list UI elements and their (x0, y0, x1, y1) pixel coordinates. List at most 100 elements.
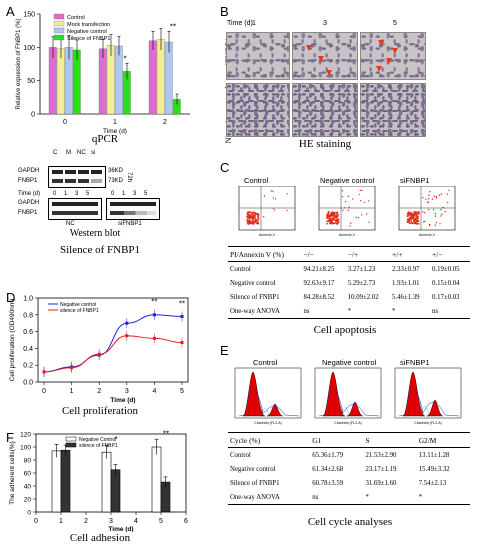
w-tick: 1 (122, 191, 126, 197)
event-dot (336, 219, 339, 222)
event-dot (350, 222, 352, 224)
event-dot (426, 201, 429, 203)
bar (60, 449, 71, 513)
event-dot (361, 189, 363, 192)
legend-label: Negative control (60, 302, 96, 308)
x-tick-label: 5 (180, 388, 184, 395)
event-dot (361, 214, 363, 216)
legend-label: Negative Control (79, 437, 116, 443)
event-dot (432, 208, 435, 211)
event-dot (407, 214, 410, 217)
event-dot (263, 195, 266, 197)
event-dot (327, 211, 330, 214)
y-tick-label: 0 (27, 510, 31, 517)
event-dot (440, 208, 442, 211)
x-tick-label: 5 (159, 518, 163, 525)
s-phase (420, 405, 430, 417)
event-dot (438, 194, 441, 196)
y-tick-label: 100 (20, 445, 31, 452)
table-cell: 3.27±1.23 (347, 265, 376, 273)
legend-label: silence of FNBP1 (60, 308, 99, 314)
event-dot (417, 213, 420, 216)
event-dot (433, 195, 436, 198)
event-dot (414, 217, 417, 220)
qpcr-caption: qPCR (91, 133, 119, 145)
table-cell: 60.78±3.59 (312, 479, 344, 487)
y-axis-label: Relative expression of FNBP1 (%) (16, 18, 22, 109)
bar (156, 39, 165, 115)
adhesion-chart: 0 20 40 60 80 100 120 0 1 2 3 4 5 6 The adherent cells… (9, 430, 188, 532)
arrow-marker (392, 48, 398, 54)
table-cell: Negative control (230, 279, 276, 287)
apop-header-cell: +/+ (390, 246, 430, 262)
bar (51, 450, 62, 513)
event-dot (428, 223, 431, 226)
table-cell: * (416, 490, 470, 505)
y-tick-label: 80 (24, 458, 32, 465)
bar (110, 469, 121, 513)
panel-letter-f: F (6, 430, 14, 445)
event-dot (413, 211, 415, 213)
event-dot (407, 211, 410, 214)
event-dot (414, 212, 417, 215)
event-dot (411, 214, 414, 217)
event-dot (286, 193, 288, 195)
event-dot (446, 201, 449, 204)
he-time-1: 1 (252, 20, 256, 27)
event-dot (262, 215, 265, 218)
event-dot (336, 216, 339, 218)
table-cell: 92.63±9.17 (303, 279, 335, 287)
legend-swatch (65, 436, 77, 442)
x-tick-label: 4 (152, 388, 156, 395)
cycle-title-control: Control (253, 358, 278, 367)
event-dot (329, 215, 332, 218)
event-dot (251, 212, 254, 214)
apoptosis-table: PI/Annexin V (%) −/− −/+ +/+ +/− Control 94.2… (228, 246, 470, 319)
g1-peak (242, 371, 266, 417)
event-dot (326, 222, 328, 225)
cycle-header-cell: G2/M (416, 432, 470, 448)
event-dot (415, 219, 418, 222)
band (52, 170, 102, 174)
blot-box-nc (48, 198, 102, 220)
x-tick-label: 0 (42, 388, 46, 395)
w-tick: 5 (86, 191, 90, 197)
event-dot (255, 222, 258, 224)
table-cell: * (390, 304, 430, 319)
event-dot (326, 220, 329, 223)
table-row: Negative control 92.63±9.17 5.29±2.73 1.93±… (228, 276, 470, 290)
event-dot (440, 215, 442, 217)
table-cell: 0.19±0.05 (432, 265, 460, 273)
event-dot (270, 190, 272, 192)
y-axis-label: The adherent cells(%) (9, 441, 16, 505)
event-dot (349, 225, 351, 227)
x-tick-label: 1 (59, 518, 63, 525)
table-cell: 1.93±1.01 (392, 279, 420, 287)
w-tick: 0 (111, 191, 115, 197)
x-axis-label: Time (d) (103, 128, 127, 135)
arrow-marker (376, 66, 382, 72)
y-tick-label: 20 (24, 497, 32, 504)
proliferation-caption: Cell proliferation (61, 405, 139, 417)
apop-header-cell: −/− (301, 246, 346, 262)
event-dot (257, 217, 260, 220)
legend-label: Silence of FNBP1 (67, 36, 110, 42)
table-row: Silence of FNBP1 84.28±8.52 10.09±2.02 5.46… (228, 290, 470, 304)
event-dot (416, 214, 418, 217)
event-dot (431, 198, 434, 200)
band (52, 211, 98, 215)
bar (164, 41, 173, 115)
x-tick-label: 1 (113, 119, 117, 126)
table-cell: 7.54±2.13 (418, 479, 447, 487)
event-dot (423, 211, 426, 214)
table-cell: 0.15±0.04 (432, 279, 460, 287)
hours-label: 72h (126, 172, 132, 183)
x-tick-label: 3 (125, 388, 129, 395)
y-tick-label: 120 (20, 432, 31, 439)
event-dot (336, 212, 338, 215)
he-caption: HE staining (298, 138, 352, 150)
event-dot (342, 209, 344, 211)
bar (56, 48, 65, 115)
event-dot (329, 214, 331, 216)
lane-label-m: M (66, 150, 71, 156)
